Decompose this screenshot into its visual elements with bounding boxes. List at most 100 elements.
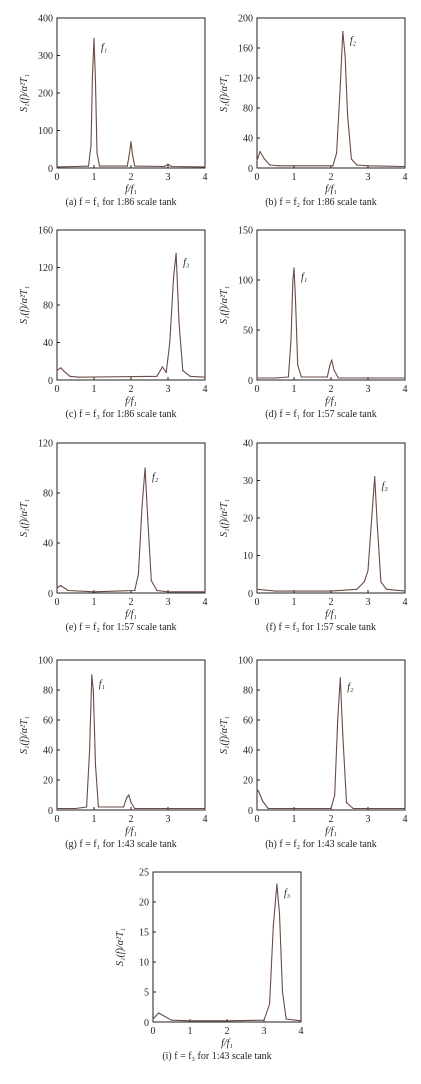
y-tick-label: 0 xyxy=(248,589,253,600)
data-point xyxy=(339,84,341,87)
data-point xyxy=(156,589,158,592)
data-point xyxy=(163,1015,165,1017)
data-point xyxy=(60,584,62,587)
data-point xyxy=(56,807,58,810)
data-point xyxy=(334,794,336,796)
data-point xyxy=(182,370,184,372)
y-tick-label: 60 xyxy=(43,716,53,727)
x-tick-label: 1 xyxy=(92,172,97,183)
x-tick-label: 4 xyxy=(203,172,208,183)
data-point xyxy=(258,791,260,793)
data-point xyxy=(274,590,277,592)
data-point xyxy=(330,807,332,810)
data-point xyxy=(74,165,77,168)
y-tick-label: 150 xyxy=(238,226,253,237)
data-point xyxy=(404,377,406,379)
x-tick-label: 0 xyxy=(255,172,260,183)
data-point xyxy=(345,801,348,804)
x-tick-label: 0 xyxy=(55,384,60,395)
x-tick-label: 3 xyxy=(166,172,171,183)
data-point xyxy=(347,114,349,117)
x-tick-label: 2 xyxy=(329,814,334,825)
x-axis-label: f/f₁ xyxy=(221,1038,233,1049)
y-tick-label: 40 xyxy=(43,746,53,757)
plot-frame xyxy=(56,659,206,811)
y-tick-label: 40 xyxy=(243,439,253,450)
data-point xyxy=(167,163,169,165)
x-tick-label: 1 xyxy=(92,384,97,395)
data-point xyxy=(385,588,388,590)
y-tick-label: 0 xyxy=(48,589,53,600)
data-point xyxy=(171,165,173,168)
y-tick-label: 0 xyxy=(248,806,253,817)
y-tick-label: 80 xyxy=(43,489,53,500)
data-point xyxy=(259,150,261,153)
y-tick-label: 100 xyxy=(238,276,253,287)
y-axis-label: S₁(f)/α²T₁ xyxy=(219,499,230,537)
y-tick-label: 200 xyxy=(38,89,53,100)
data-point xyxy=(256,788,258,790)
y-axis-label: S₁(f)/α²T₁ xyxy=(19,286,30,324)
y-tick-label: 0 xyxy=(248,164,253,175)
data-point xyxy=(204,376,206,378)
y-tick-label: 40 xyxy=(243,134,253,145)
y-tick-label: 40 xyxy=(43,338,53,349)
x-tick-label: 4 xyxy=(403,814,408,825)
y-axis-label: S₁(f)/α²T₁ xyxy=(115,928,126,966)
peak-label: f₁ xyxy=(99,679,105,690)
peak-label: f₃ xyxy=(183,257,190,268)
x-tick-label: 0 xyxy=(55,814,60,825)
data-point xyxy=(123,806,125,808)
x-tick-label: 1 xyxy=(292,172,297,183)
data-point xyxy=(297,364,299,366)
plot-frame xyxy=(256,17,406,169)
data-point xyxy=(290,339,292,341)
data-point xyxy=(131,154,134,156)
peak-label: f₂ xyxy=(152,472,159,483)
data-point xyxy=(294,299,297,301)
data-point xyxy=(126,165,128,167)
y-tick-label: 100 xyxy=(38,126,53,137)
data-point xyxy=(128,794,130,796)
data-point xyxy=(165,371,167,374)
data-point xyxy=(158,1012,160,1014)
x-axis-label: f/f₁ xyxy=(125,184,137,195)
data-point xyxy=(281,991,284,993)
x-tick-label: 2 xyxy=(129,597,134,608)
data-point xyxy=(178,323,180,325)
x-tick-label: 4 xyxy=(403,172,408,183)
spectrum-line xyxy=(152,883,302,1022)
panel-caption: (e) f = f₂ for 1:57 scale tank xyxy=(65,622,176,633)
data-point xyxy=(167,807,169,810)
data-point xyxy=(150,579,152,582)
spectrum-line xyxy=(256,30,406,168)
x-tick-label: 0 xyxy=(255,384,260,395)
x-tick-label: 0 xyxy=(255,814,260,825)
data-point xyxy=(134,165,136,167)
data-point xyxy=(342,30,344,33)
data-point xyxy=(337,719,339,721)
x-tick-label: 0 xyxy=(151,1026,156,1037)
spectrum-line xyxy=(57,674,205,810)
data-point xyxy=(141,504,143,507)
data-point xyxy=(300,1020,302,1022)
data-point xyxy=(356,164,358,166)
data-point xyxy=(404,165,406,168)
x-tick-label: 2 xyxy=(225,1026,230,1037)
x-tick-label: 1 xyxy=(92,814,97,825)
y-tick-label: 400 xyxy=(38,14,53,25)
y-axis-label: S₁(f)/α²T₁ xyxy=(219,716,230,754)
x-tick-label: 3 xyxy=(166,384,171,395)
plot-frame xyxy=(256,659,406,811)
data-point xyxy=(134,807,136,810)
data-point xyxy=(96,152,98,154)
y-tick-label: 0 xyxy=(48,806,53,817)
chart-panel: 0 1 2 3 4 0 50 100 150 f₁ f/f₁ S₁(f)/α²T₁ (d) f = f₁… xyxy=(219,226,408,421)
data-point xyxy=(204,807,206,810)
y-tick-label: 15 xyxy=(139,928,149,939)
y-tick-label: 160 xyxy=(38,226,53,237)
y-tick-label: 60 xyxy=(243,716,253,727)
